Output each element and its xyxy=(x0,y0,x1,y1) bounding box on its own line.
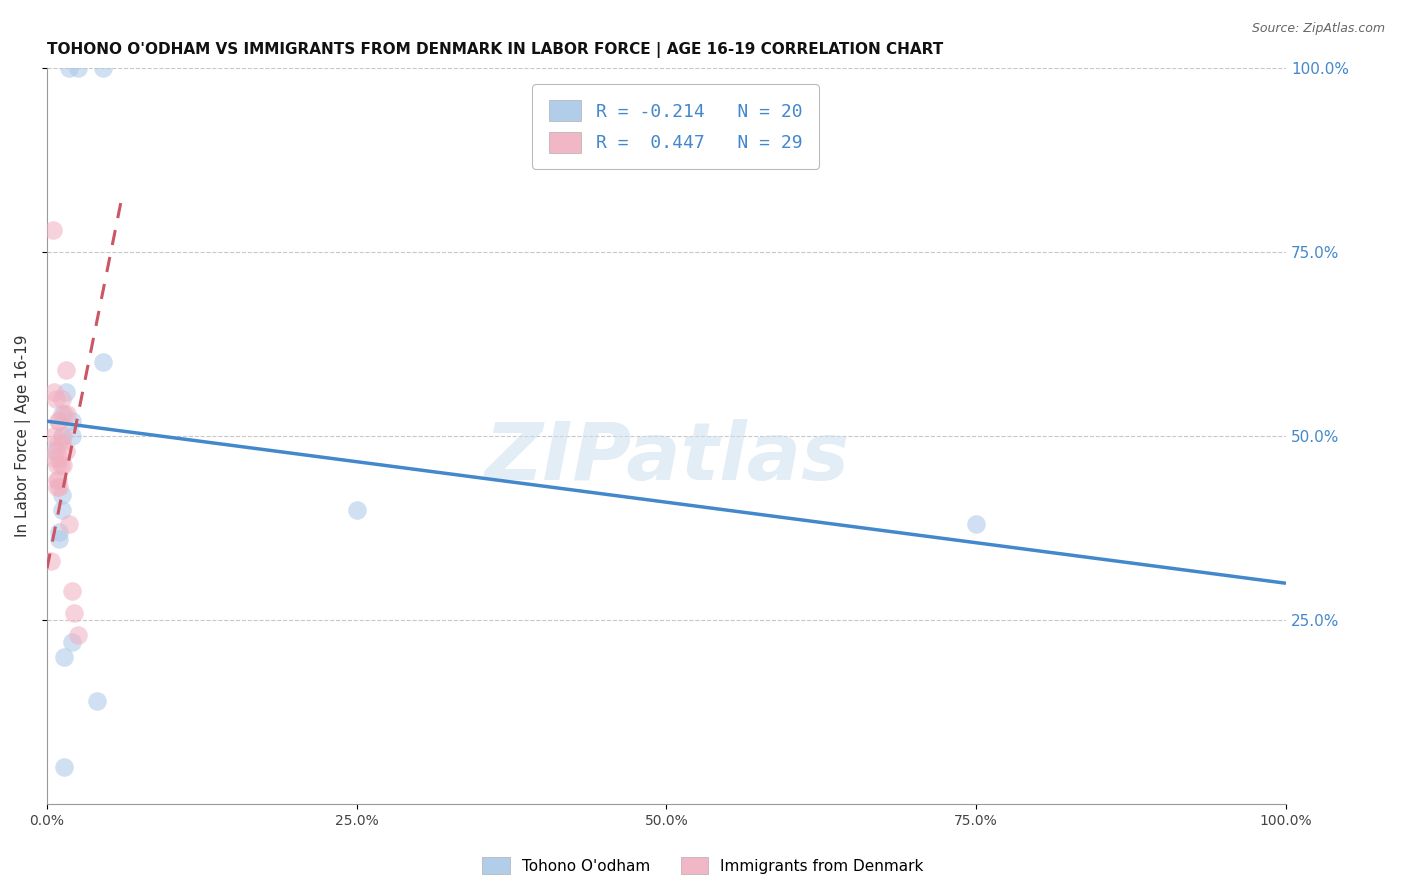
Point xyxy=(86,694,108,708)
Point xyxy=(91,61,114,75)
Point xyxy=(56,407,79,421)
Point xyxy=(60,414,83,428)
Y-axis label: In Labor Force | Age 16-19: In Labor Force | Age 16-19 xyxy=(15,334,31,537)
Point xyxy=(53,760,76,774)
Point xyxy=(51,436,73,450)
Point xyxy=(51,407,73,421)
Point xyxy=(48,414,70,428)
Point xyxy=(63,606,86,620)
Point xyxy=(52,429,75,443)
Point xyxy=(52,458,75,473)
Point xyxy=(45,443,67,458)
Point xyxy=(48,532,70,546)
Point xyxy=(66,628,89,642)
Point xyxy=(48,524,70,539)
Point xyxy=(60,635,83,649)
Point xyxy=(51,392,73,406)
Point xyxy=(346,502,368,516)
Point xyxy=(46,436,69,450)
Point xyxy=(44,450,66,465)
Point xyxy=(53,407,76,421)
Point xyxy=(66,61,89,75)
Point xyxy=(42,223,65,237)
Point xyxy=(46,473,69,487)
Text: Source: ZipAtlas.com: Source: ZipAtlas.com xyxy=(1251,22,1385,36)
Point xyxy=(91,355,114,369)
Legend: Tohono O'odham, Immigrants from Denmark: Tohono O'odham, Immigrants from Denmark xyxy=(477,851,929,880)
Text: ZIPatlas: ZIPatlas xyxy=(484,419,849,497)
Point xyxy=(58,61,80,75)
Point xyxy=(60,583,83,598)
Point xyxy=(45,481,67,495)
Point xyxy=(48,450,70,465)
Point xyxy=(39,554,62,568)
Point xyxy=(55,443,77,458)
Point xyxy=(51,502,73,516)
Point xyxy=(60,429,83,443)
Legend: R = -0.214   N = 20, R =  0.447   N = 29: R = -0.214 N = 20, R = 0.447 N = 29 xyxy=(533,84,818,169)
Point xyxy=(51,429,73,443)
Point xyxy=(42,443,65,458)
Point xyxy=(45,473,67,487)
Point xyxy=(48,481,70,495)
Point xyxy=(44,384,66,399)
Point xyxy=(55,362,77,376)
Point xyxy=(46,414,69,428)
Point xyxy=(45,458,67,473)
Point xyxy=(965,517,987,532)
Point xyxy=(55,384,77,399)
Point xyxy=(58,517,80,532)
Point xyxy=(53,649,76,664)
Point xyxy=(49,458,72,473)
Text: TOHONO O'ODHAM VS IMMIGRANTS FROM DENMARK IN LABOR FORCE | AGE 16-19 CORRELATION: TOHONO O'ODHAM VS IMMIGRANTS FROM DENMAR… xyxy=(46,42,943,58)
Point xyxy=(44,429,66,443)
Point xyxy=(45,392,67,406)
Point xyxy=(51,488,73,502)
